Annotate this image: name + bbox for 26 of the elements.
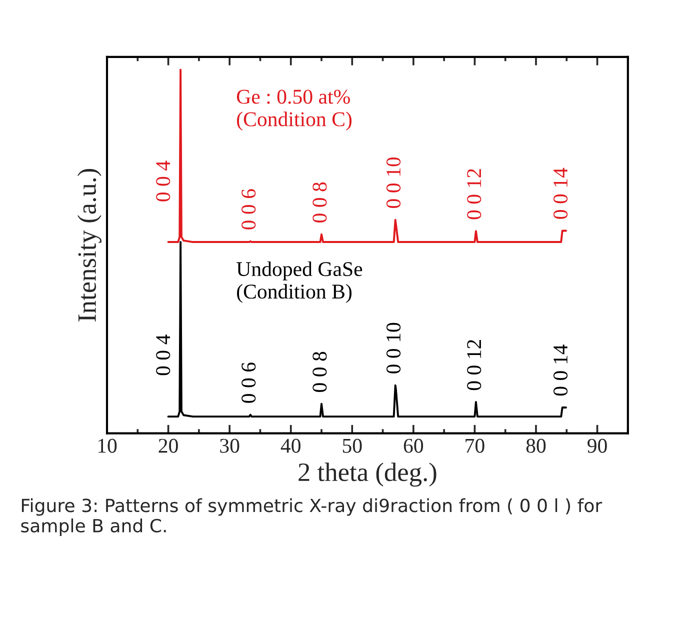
text: Undoped GaSe (Condition B) xyxy=(236,261,362,303)
text: Ge : 0.50 at% (Condition C) xyxy=(236,90,352,131)
annotation: 0 0 14 xyxy=(553,168,568,219)
annotation: 0 0 12 xyxy=(467,169,482,220)
annotation: 0 0 8 xyxy=(312,352,327,392)
y-axis-title: Intensity (a.u.) xyxy=(77,168,102,322)
annotation: 0 0 10 xyxy=(386,322,401,374)
x-tick-label: 80 xyxy=(526,438,546,453)
annotation: 0 0 12 xyxy=(467,340,482,390)
annotation: 0 0 10 xyxy=(386,157,401,208)
annotation: 0 0 6 xyxy=(242,362,256,403)
x-tick-label: 40 xyxy=(280,438,300,453)
x-tick-label: 60 xyxy=(404,438,424,453)
annotation: 0 0 8 xyxy=(312,182,327,222)
caption: Figure 3: Patterns of symmetric X-ray di9raction from ( 0 0 l ) for sample B and C. xyxy=(21,498,602,536)
x-tick-label: 20 xyxy=(158,438,178,453)
x-tick-label: 90 xyxy=(588,438,607,453)
x-tick-label: 10 xyxy=(98,438,117,453)
annotation: 0 0 6 xyxy=(242,189,256,230)
x-tick-label: 50 xyxy=(342,438,362,453)
x-tick-label: 30 xyxy=(220,438,240,453)
x-axis-title: 2 theta (deg.) xyxy=(298,462,436,487)
annotation: 0 0 14 xyxy=(553,344,568,396)
annotation: 0 0 4 xyxy=(156,160,170,202)
x-tick-label: 70 xyxy=(466,438,484,453)
annotation: 0 0 4 xyxy=(156,334,170,376)
